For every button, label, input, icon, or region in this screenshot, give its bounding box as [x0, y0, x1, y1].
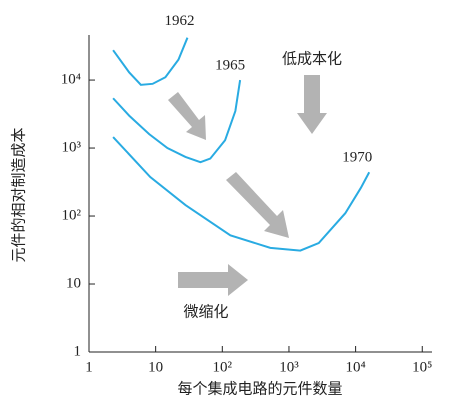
- arrow: [168, 92, 206, 140]
- x-tick-label: 10²: [213, 359, 233, 375]
- line: [112, 37, 189, 86]
- arrow: [226, 172, 289, 238]
- y-tick-label: 10²: [62, 207, 82, 223]
- line: [112, 79, 242, 164]
- y-tick-label: 10³: [62, 139, 82, 155]
- series-label: 1970: [342, 150, 372, 166]
- x-tick-label: 10³: [279, 359, 299, 375]
- line: [112, 136, 371, 252]
- y-axis-label: 元件的相对制造成本: [10, 127, 27, 262]
- annotation: 微缩化: [183, 303, 228, 320]
- arrow: [297, 75, 327, 134]
- x-tick-label: 10⁵: [412, 359, 432, 375]
- annotation: 低成本化: [282, 50, 342, 67]
- arrow: [178, 264, 248, 296]
- y-tick-label: 10: [66, 275, 81, 291]
- x-axis-label: 每个集成电路的元件数量: [177, 380, 342, 397]
- x-tick-label: 10⁴: [345, 359, 365, 375]
- x-tick-label: 10: [148, 359, 163, 375]
- y-tick-label: 1: [74, 343, 82, 359]
- y-tick-label: 10⁴: [61, 71, 81, 87]
- x-tick-label: 1: [85, 359, 93, 375]
- series-label: 1965: [215, 57, 245, 73]
- series-label: 1962: [164, 13, 194, 29]
